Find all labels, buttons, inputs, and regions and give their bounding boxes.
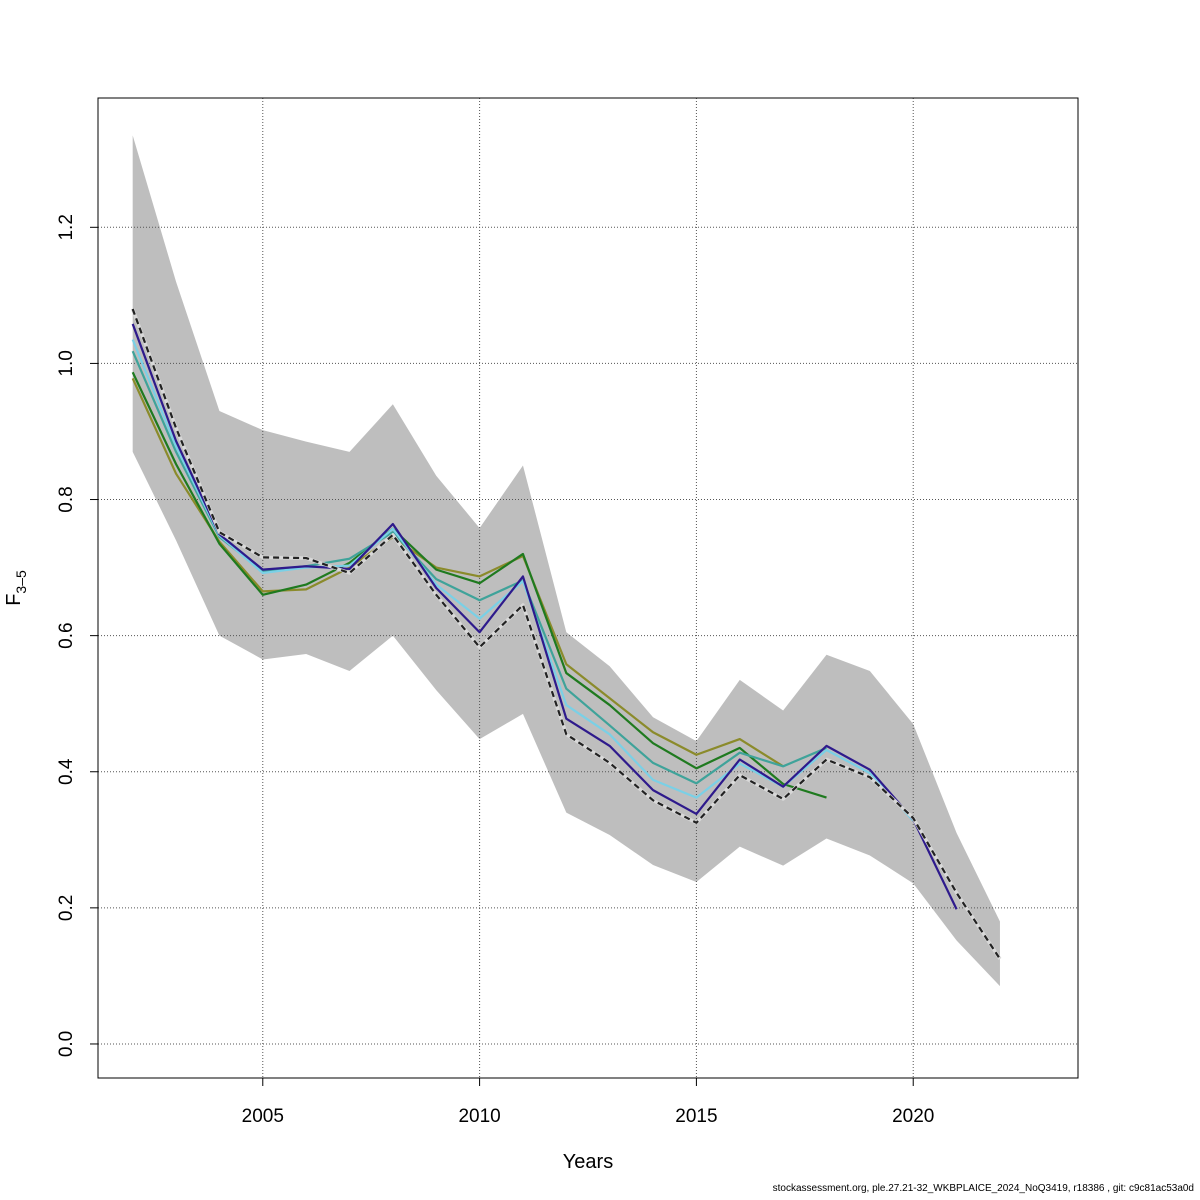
confidence-band: [132, 135, 1000, 987]
y-tick-label: 1.0: [56, 350, 77, 376]
x-tick-label: 2015: [675, 1106, 717, 1127]
series-line-5: [131, 323, 958, 910]
y-tick-label: 0.0: [56, 1031, 77, 1057]
x-tick-label: 2010: [458, 1106, 500, 1127]
y-tick-label: 1.2: [56, 214, 77, 240]
y-axis-title-main: F: [3, 594, 25, 606]
x-axis-title: Years: [563, 1151, 613, 1173]
footer-credit: stockassessment.org, ple.27.21-32_WKBPLA…: [772, 1183, 1194, 1194]
y-tick-label: 0.4: [56, 758, 77, 785]
y-axis: 0.0 0.2 0.4 0.6 0.8 1.0 1.2: [56, 214, 98, 1057]
y-tick-label: 0.8: [56, 486, 77, 512]
y-tick-label: 0.2: [56, 895, 77, 921]
y-tick-label: 0.6: [56, 622, 77, 648]
plot-frame: [97, 97, 1079, 1079]
x-tick-label: 2005: [242, 1106, 284, 1127]
series-line-final: [131, 308, 1001, 960]
x-axis: 2005 2010 2015 2020: [242, 1078, 934, 1127]
y-axis-title-sub: 3–5: [13, 570, 29, 594]
grid-layer: [98, 98, 1078, 1078]
y-axis-title: F3–5: [3, 570, 29, 606]
series-line-2: [131, 371, 827, 799]
band-layer: [132, 135, 1000, 987]
x-tick-label: 2020: [892, 1106, 934, 1127]
series-layer: [131, 308, 1002, 960]
series-line-1: [131, 377, 784, 768]
